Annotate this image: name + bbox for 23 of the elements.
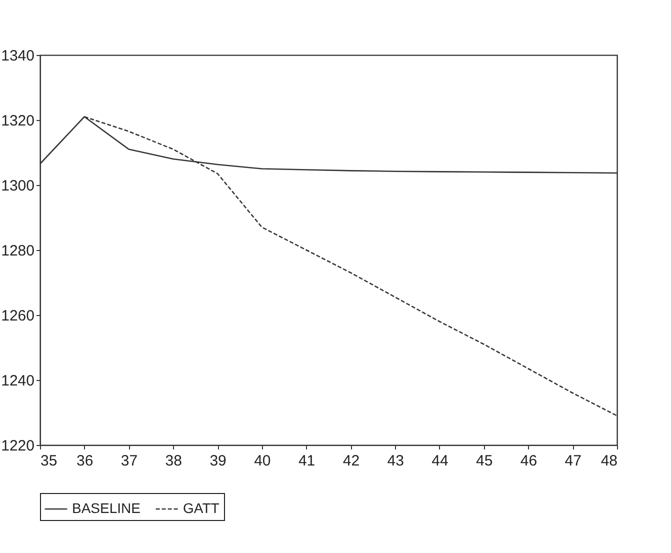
x-tick-label: 45 [476,452,493,470]
x-tick-label: 38 [165,452,182,470]
x-tick-label: 36 [76,452,94,470]
x-tick-label: 42 [342,452,360,470]
x-tick-label: 44 [432,452,448,470]
y-tick-label: 1320 [1,112,34,130]
y-tick-label: 1240 [1,372,34,390]
x-tick-label: 39 [210,452,226,470]
x-tick-label: 41 [298,452,316,470]
y-tick-label: 1280 [1,242,34,260]
x-tick-label: 37 [120,452,138,470]
x-tick-label: 43 [387,452,404,470]
y-tick-label: 1340 [1,48,34,64]
x-tick-label: 40 [254,452,271,470]
x-tick-label: 46 [520,452,538,470]
x-tick-label: 35 [40,452,58,470]
y-tick-label: 1300 [1,178,34,194]
y-tick-label: 1220 [1,438,34,454]
y-tick-label: 1260 [1,308,34,324]
x-tick-label: 47 [564,452,582,470]
legend-label: GATT [183,500,220,516]
x-tick-label: 48 [600,452,618,470]
legend-label: BASELINE [72,500,140,516]
